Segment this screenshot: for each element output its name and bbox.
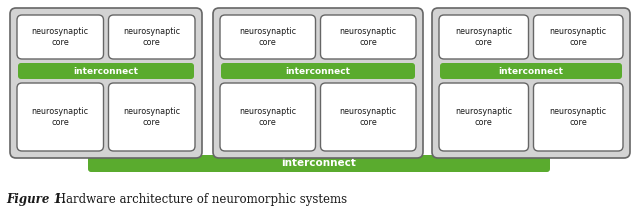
FancyBboxPatch shape bbox=[109, 15, 195, 59]
Text: neurosynaptic
core: neurosynaptic core bbox=[32, 26, 89, 47]
FancyBboxPatch shape bbox=[432, 8, 630, 158]
FancyBboxPatch shape bbox=[439, 15, 529, 59]
FancyBboxPatch shape bbox=[534, 83, 623, 151]
Text: neurosynaptic
core: neurosynaptic core bbox=[340, 107, 397, 127]
FancyBboxPatch shape bbox=[321, 15, 416, 59]
FancyBboxPatch shape bbox=[10, 8, 202, 158]
Text: neurosynaptic
core: neurosynaptic core bbox=[239, 26, 296, 47]
FancyBboxPatch shape bbox=[439, 83, 529, 151]
FancyBboxPatch shape bbox=[17, 83, 104, 151]
Text: neurosynaptic
core: neurosynaptic core bbox=[123, 26, 180, 47]
Text: Hardware architecture of neuromorphic systems: Hardware architecture of neuromorphic sy… bbox=[52, 194, 347, 206]
Text: neurosynaptic
core: neurosynaptic core bbox=[455, 107, 512, 127]
FancyBboxPatch shape bbox=[220, 83, 316, 151]
Text: neurosynaptic
core: neurosynaptic core bbox=[32, 107, 89, 127]
FancyBboxPatch shape bbox=[18, 63, 194, 79]
FancyBboxPatch shape bbox=[17, 15, 104, 59]
FancyBboxPatch shape bbox=[221, 63, 415, 79]
Text: interconnect: interconnect bbox=[285, 67, 351, 75]
Text: neurosynaptic
core: neurosynaptic core bbox=[123, 107, 180, 127]
FancyBboxPatch shape bbox=[440, 63, 622, 79]
Text: neurosynaptic
core: neurosynaptic core bbox=[239, 107, 296, 127]
FancyBboxPatch shape bbox=[213, 8, 423, 158]
FancyBboxPatch shape bbox=[220, 15, 316, 59]
Text: neurosynaptic
core: neurosynaptic core bbox=[550, 107, 607, 127]
Text: interconnect: interconnect bbox=[499, 67, 563, 75]
FancyBboxPatch shape bbox=[534, 15, 623, 59]
Text: neurosynaptic
core: neurosynaptic core bbox=[550, 26, 607, 47]
FancyBboxPatch shape bbox=[321, 83, 416, 151]
Text: neurosynaptic
core: neurosynaptic core bbox=[455, 26, 512, 47]
Text: neurosynaptic
core: neurosynaptic core bbox=[340, 26, 397, 47]
Text: interconnect: interconnect bbox=[74, 67, 138, 75]
FancyBboxPatch shape bbox=[109, 83, 195, 151]
Text: interconnect: interconnect bbox=[282, 159, 356, 169]
FancyBboxPatch shape bbox=[88, 155, 550, 172]
Text: Figure 1.: Figure 1. bbox=[6, 194, 66, 206]
